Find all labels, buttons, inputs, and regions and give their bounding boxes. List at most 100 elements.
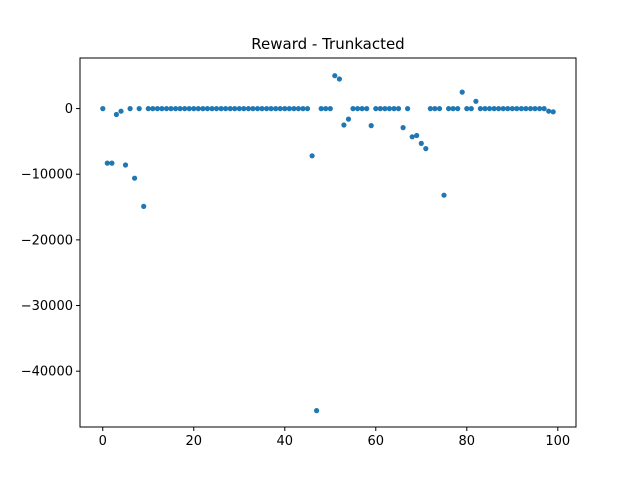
data-point xyxy=(323,106,329,112)
data-point xyxy=(327,106,333,112)
data-point xyxy=(459,89,465,95)
data-point xyxy=(127,106,133,112)
data-point xyxy=(455,106,461,112)
data-point xyxy=(496,106,502,112)
data-point xyxy=(373,106,379,112)
data-point xyxy=(532,106,538,112)
data-point xyxy=(386,106,392,112)
data-point xyxy=(259,106,265,112)
data-point xyxy=(450,106,456,112)
data-point xyxy=(355,106,361,112)
data-point xyxy=(118,108,124,114)
data-point xyxy=(277,106,283,112)
data-point xyxy=(400,125,406,131)
data-point xyxy=(473,98,479,104)
data-point xyxy=(286,106,292,112)
data-point xyxy=(377,106,383,112)
chart-title: Reward - Trunkacted xyxy=(251,35,404,53)
data-point xyxy=(145,106,151,112)
data-point xyxy=(100,106,106,112)
data-point xyxy=(186,106,192,112)
data-point xyxy=(509,106,515,112)
data-point xyxy=(486,106,493,112)
data-point xyxy=(245,106,251,112)
y-tick-label: −20000 xyxy=(21,233,73,248)
data-point xyxy=(104,160,110,166)
data-point xyxy=(446,106,452,112)
data-point xyxy=(223,106,229,112)
data-point xyxy=(418,140,424,146)
data-point xyxy=(500,106,506,112)
data-point xyxy=(477,106,483,112)
data-point xyxy=(414,132,420,139)
data-point xyxy=(300,106,306,112)
data-point xyxy=(382,106,388,112)
data-point xyxy=(273,106,279,112)
data-point xyxy=(482,106,488,112)
data-point xyxy=(518,106,525,112)
data-point xyxy=(391,106,397,112)
data-points xyxy=(100,73,556,414)
data-point xyxy=(150,106,156,112)
data-point xyxy=(464,106,470,112)
data-point xyxy=(282,106,288,112)
x-tick-label: 40 xyxy=(276,434,293,449)
data-point xyxy=(177,106,183,112)
data-point xyxy=(468,106,474,112)
data-point xyxy=(213,106,220,112)
data-point xyxy=(359,106,365,112)
data-point xyxy=(550,109,556,115)
data-point xyxy=(236,106,242,112)
data-point xyxy=(527,106,534,112)
data-point xyxy=(436,106,443,112)
data-point xyxy=(218,106,224,112)
data-point xyxy=(318,106,324,112)
data-point xyxy=(182,106,188,112)
y-axis-ticks: 0 −10000 −20000 −30000 −40000 xyxy=(21,102,80,380)
data-point xyxy=(254,106,261,112)
data-point xyxy=(113,111,119,118)
data-point xyxy=(441,192,447,198)
x-tick-label: 60 xyxy=(368,434,385,449)
data-point xyxy=(136,106,142,112)
data-point xyxy=(341,122,347,128)
data-point xyxy=(505,106,511,112)
y-tick-label: −10000 xyxy=(21,168,73,183)
data-point xyxy=(541,106,547,112)
data-point xyxy=(204,106,210,112)
data-point xyxy=(295,106,301,112)
data-point xyxy=(427,106,433,112)
data-point xyxy=(141,203,147,209)
data-point xyxy=(159,106,165,112)
x-tick-label: 0 xyxy=(99,434,107,449)
data-point xyxy=(173,106,179,112)
data-point xyxy=(314,408,320,414)
data-point xyxy=(109,160,115,166)
data-point xyxy=(264,106,270,112)
data-point xyxy=(332,73,338,79)
data-point xyxy=(364,106,370,112)
data-point xyxy=(336,76,342,82)
data-point xyxy=(350,106,356,112)
x-tick-label: 100 xyxy=(545,434,570,449)
x-axis-ticks: 0 20 40 60 80 100 xyxy=(99,427,570,449)
data-point xyxy=(368,123,374,129)
data-point xyxy=(345,116,352,122)
data-point xyxy=(209,106,215,112)
data-point xyxy=(132,175,138,181)
data-point xyxy=(241,106,247,112)
y-tick-label: −40000 xyxy=(21,365,73,380)
data-point xyxy=(250,106,256,112)
data-point xyxy=(163,106,170,112)
data-point xyxy=(395,106,402,112)
y-tick-label: 0 xyxy=(65,102,73,117)
y-tick-label: −30000 xyxy=(21,299,73,314)
data-point xyxy=(122,162,129,168)
data-point xyxy=(168,106,174,112)
data-point xyxy=(491,106,497,112)
data-point xyxy=(191,106,197,112)
data-point xyxy=(195,106,201,112)
x-tick-label: 20 xyxy=(185,434,202,449)
data-point xyxy=(409,134,415,140)
